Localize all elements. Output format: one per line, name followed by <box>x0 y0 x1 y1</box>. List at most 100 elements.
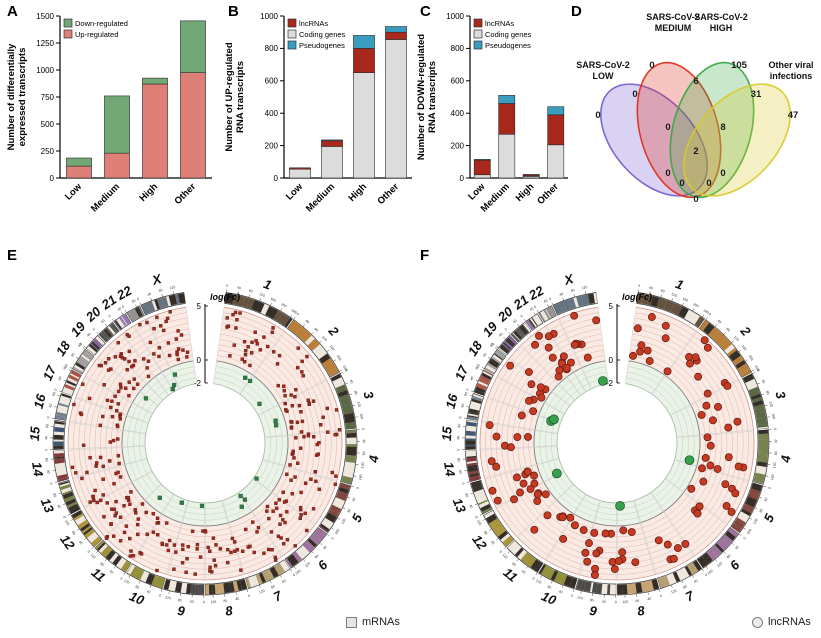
svg-text:120: 120 <box>304 561 311 568</box>
lncrnas-legend-label: lncRNAs <box>768 616 811 628</box>
svg-text:40: 40 <box>46 469 51 474</box>
svg-text:21: 21 <box>510 292 531 313</box>
svg-text:80: 80 <box>547 585 552 590</box>
svg-text:0: 0 <box>356 486 360 489</box>
svg-text:200: 200 <box>451 141 465 150</box>
svg-text:15: 15 <box>439 425 455 441</box>
svg-text:0: 0 <box>296 312 300 316</box>
svg-text:19: 19 <box>480 318 501 339</box>
svg-text:0: 0 <box>756 369 760 373</box>
svg-text:80: 80 <box>45 424 49 428</box>
svg-text:40: 40 <box>468 504 473 509</box>
svg-text:120: 120 <box>772 462 777 468</box>
svg-text:0: 0 <box>533 305 537 309</box>
svg-text:40: 40 <box>649 286 654 291</box>
svg-text:120: 120 <box>768 401 773 408</box>
svg-text:160: 160 <box>771 413 776 419</box>
svg-text:240: 240 <box>291 308 298 315</box>
svg-text:160: 160 <box>682 297 689 303</box>
svg-text:0: 0 <box>720 168 725 179</box>
svg-text:40: 40 <box>117 306 122 311</box>
svg-text:0: 0 <box>344 369 348 373</box>
svg-text:SARS-CoV-2: SARS-CoV-2 <box>646 12 700 22</box>
svg-text:13: 13 <box>38 496 58 516</box>
svg-text:0: 0 <box>203 600 205 604</box>
svg-text:15: 15 <box>27 425 43 441</box>
svg-text:200: 200 <box>692 302 699 308</box>
svg-text:40: 40 <box>543 299 548 304</box>
svg-text:80: 80 <box>77 342 83 348</box>
svg-text:80: 80 <box>270 584 275 589</box>
svg-text:160: 160 <box>295 569 302 576</box>
svg-text:40: 40 <box>78 540 84 546</box>
svg-text:40: 40 <box>512 319 518 325</box>
svg-text:0: 0 <box>499 550 503 554</box>
panel-e-letter: E <box>7 247 18 264</box>
svg-text:0: 0 <box>330 536 334 540</box>
svg-text:80: 80 <box>52 392 57 397</box>
svg-text:80: 80 <box>682 584 687 589</box>
svg-text:0: 0 <box>532 576 536 580</box>
svg-text:22: 22 <box>113 282 134 303</box>
svg-text:240: 240 <box>754 365 760 372</box>
svg-text:40: 40 <box>647 597 652 602</box>
svg-text:240: 240 <box>342 365 348 372</box>
svg-text:80: 80 <box>489 342 495 348</box>
svg-text:120: 120 <box>360 462 365 468</box>
svg-text:120: 120 <box>356 401 361 408</box>
svg-text:High: High <box>346 181 369 204</box>
svg-text:80: 80 <box>135 585 140 590</box>
svg-text:0: 0 <box>62 516 66 520</box>
svg-text:105: 105 <box>731 60 748 71</box>
svg-text:0: 0 <box>520 314 524 318</box>
svg-text:0: 0 <box>548 297 551 301</box>
svg-text:HIGH: HIGH <box>710 23 733 33</box>
svg-text:120: 120 <box>752 518 758 525</box>
svg-text:9: 9 <box>176 603 186 619</box>
svg-text:0: 0 <box>274 174 279 183</box>
svg-text:8: 8 <box>636 603 646 619</box>
svg-text:8: 8 <box>224 603 234 619</box>
svg-text:1: 1 <box>262 276 274 293</box>
svg-text:40: 40 <box>100 319 106 325</box>
svg-text:-2: -2 <box>194 379 202 388</box>
svg-text:120: 120 <box>259 292 266 298</box>
svg-text:0: 0 <box>226 284 229 288</box>
svg-text:80: 80 <box>362 451 366 455</box>
svg-text:0: 0 <box>248 594 251 598</box>
svg-text:40: 40 <box>351 497 356 502</box>
svg-text:3: 3 <box>772 389 789 401</box>
svg-text:11: 11 <box>500 565 520 585</box>
svg-text:0: 0 <box>49 482 53 485</box>
svg-text:RNA transcripts: RNA transcripts <box>427 61 438 133</box>
svg-text:0: 0 <box>609 356 614 365</box>
svg-text:80: 80 <box>589 598 594 603</box>
svg-text:400: 400 <box>451 109 465 118</box>
svg-text:120: 120 <box>716 561 723 568</box>
svg-text:2: 2 <box>693 146 698 157</box>
svg-text:0: 0 <box>50 174 55 183</box>
svg-text:MEDIUM: MEDIUM <box>655 23 692 33</box>
svg-text:5: 5 <box>197 302 202 311</box>
svg-text:0: 0 <box>465 388 469 391</box>
svg-text:750: 750 <box>41 93 55 102</box>
svg-text:250: 250 <box>41 147 55 156</box>
svg-text:21: 21 <box>98 292 119 313</box>
svg-text:0: 0 <box>665 122 670 133</box>
svg-text:0: 0 <box>64 363 68 367</box>
svg-text:0: 0 <box>768 486 772 489</box>
svg-text:Coding genes: Coding genes <box>485 30 532 39</box>
svg-text:X: X <box>561 271 576 289</box>
svg-text:40: 40 <box>521 569 527 575</box>
svg-text:40: 40 <box>482 352 488 358</box>
svg-text:0: 0 <box>476 363 480 367</box>
svg-text:Down-regulated: Down-regulated <box>75 19 128 28</box>
svg-text:0: 0 <box>474 516 478 520</box>
svg-text:0: 0 <box>773 428 777 430</box>
svg-text:3: 3 <box>360 389 377 401</box>
svg-text:14: 14 <box>29 461 46 478</box>
svg-text:80: 80 <box>765 390 770 395</box>
svg-text:80: 80 <box>660 289 665 294</box>
svg-text:16: 16 <box>443 392 461 410</box>
svg-text:0: 0 <box>706 178 711 189</box>
